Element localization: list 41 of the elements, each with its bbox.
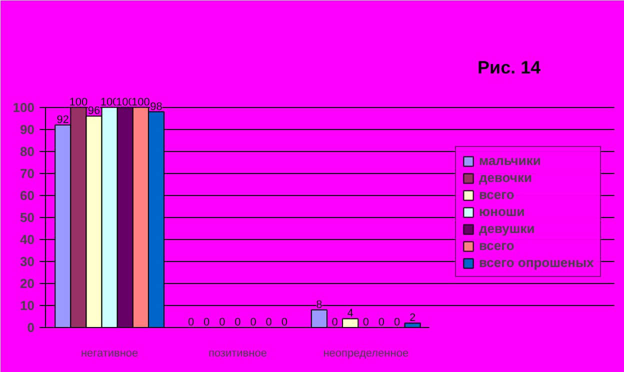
data-label: 2 bbox=[410, 312, 416, 324]
data-label: 4 bbox=[347, 308, 354, 320]
y-tick-label: 60 bbox=[20, 188, 35, 203]
data-label: 92 bbox=[56, 114, 70, 126]
y-tick-label: 10 bbox=[20, 298, 35, 313]
y-tick-label: 50 bbox=[20, 210, 35, 225]
data-label: 100 bbox=[132, 96, 150, 108]
legend-label: всего bbox=[479, 238, 514, 253]
x-tick-label: позитивное bbox=[208, 348, 267, 360]
data-label: 0 bbox=[188, 316, 194, 328]
data-label: 0 bbox=[281, 316, 288, 328]
y-tick-label: 70 bbox=[20, 166, 35, 181]
data-label: 0 bbox=[219, 316, 226, 328]
x-tick-label: неопределенное bbox=[323, 348, 409, 360]
text: Рис. 14 bbox=[478, 58, 541, 78]
y-tick-label: 30 bbox=[20, 254, 35, 269]
y-tick-label: 80 bbox=[20, 144, 35, 159]
legend-label: девушки bbox=[479, 221, 535, 236]
data-label: 8 bbox=[316, 298, 322, 311]
legend-label: всего bbox=[479, 187, 514, 202]
data-label: 100 bbox=[69, 96, 88, 108]
data-label: 0 bbox=[266, 316, 272, 328]
data-label: 0 bbox=[394, 316, 400, 328]
legend-label: всего опрошеных bbox=[479, 255, 594, 270]
legend-label: юноши bbox=[479, 204, 525, 219]
data-label: 98 bbox=[150, 100, 162, 113]
data-label: 0 bbox=[204, 316, 210, 328]
x-tick-label: негативное bbox=[80, 348, 138, 360]
data-label: 0 bbox=[234, 316, 241, 328]
data-label: 96 bbox=[88, 105, 100, 118]
y-tick-label: 90 bbox=[20, 122, 35, 137]
legend-label: мальчики bbox=[479, 153, 541, 168]
data-label: 0 bbox=[332, 316, 338, 328]
data-label: 0 bbox=[250, 316, 256, 328]
data-label: 0 bbox=[378, 316, 385, 328]
data-label: 0 bbox=[362, 316, 369, 328]
legend-label: девочки bbox=[479, 170, 532, 185]
y-tick-label: 40 bbox=[20, 232, 35, 247]
y-tick-label: 20 bbox=[20, 276, 35, 291]
y-tick-label: 0 bbox=[27, 320, 35, 335]
y-tick-label: 100 bbox=[12, 100, 35, 115]
